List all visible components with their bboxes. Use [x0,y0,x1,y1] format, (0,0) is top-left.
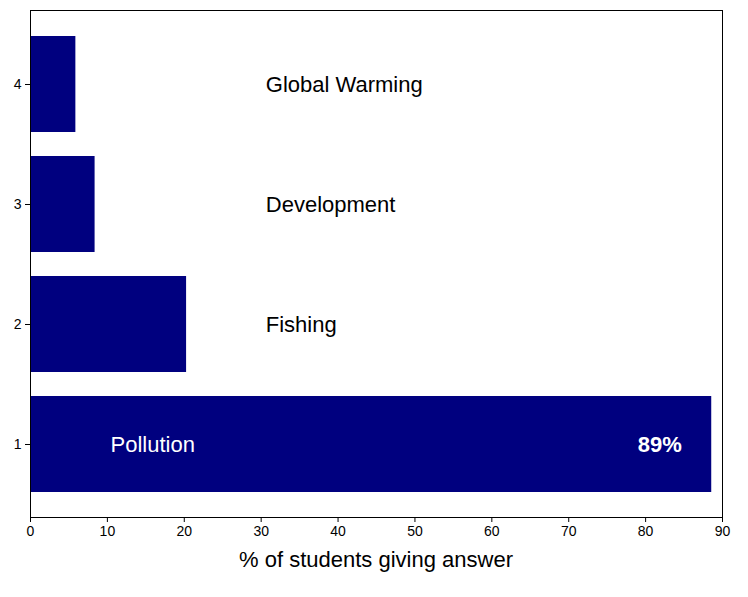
svg-text:1: 1 [14,436,22,452]
svg-text:3: 3 [14,196,22,212]
svg-text:60: 60 [484,523,500,539]
html-text:% of students giving answer: % of students giving answer [239,547,513,572]
svg-text:Global Warming: Global Warming [266,72,423,97]
svg-text:20: 20 [176,523,192,539]
svg-text:Fishing: Fishing [266,312,337,337]
svg-text:30: 30 [253,523,269,539]
svg-text:Development: Development [266,192,396,217]
svg-text:0: 0 [27,523,35,539]
svg-text:Pollution: Pollution [111,432,195,457]
svg-text:70: 70 [561,523,577,539]
svg-text:4: 4 [14,76,22,92]
svg-text:40: 40 [330,523,346,539]
svg-text:2: 2 [14,316,22,332]
svg-text:90: 90 [715,523,731,539]
svg-text:89%: 89% [638,432,682,457]
svg-text:10: 10 [100,523,116,539]
svg-text:50: 50 [407,523,423,539]
svg-text:80: 80 [638,523,654,539]
